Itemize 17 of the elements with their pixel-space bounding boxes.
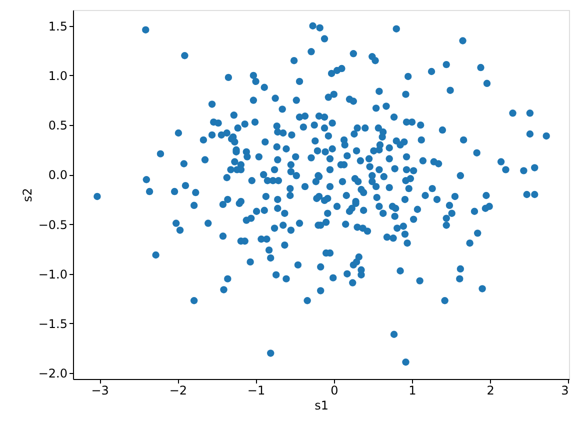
y-tick-label: −1.0 bbox=[38, 267, 68, 282]
x-tick-label: −1 bbox=[247, 384, 266, 398]
x-axis-title: s1 bbox=[314, 398, 328, 412]
y-tick-label: −0.5 bbox=[38, 218, 68, 232]
x-tick-label: −3 bbox=[91, 384, 109, 398]
x-tick-label: 1 bbox=[408, 384, 416, 398]
x-tick-label: −2 bbox=[169, 384, 188, 398]
x-tick-label: 2 bbox=[486, 384, 494, 398]
y-tick-label: −2.0 bbox=[38, 366, 68, 381]
x-tick-label: 0 bbox=[330, 384, 338, 398]
y-tick-label: 1.0 bbox=[48, 68, 68, 83]
y-tick-label: 0.5 bbox=[48, 118, 68, 133]
y-tick-label: −1.5 bbox=[38, 316, 68, 331]
y-tick-label: 0.0 bbox=[48, 168, 68, 182]
y-tick-label: 1.5 bbox=[48, 19, 68, 34]
y-axis-title: s2 bbox=[20, 188, 34, 202]
x-tick-label: 3 bbox=[561, 384, 569, 398]
